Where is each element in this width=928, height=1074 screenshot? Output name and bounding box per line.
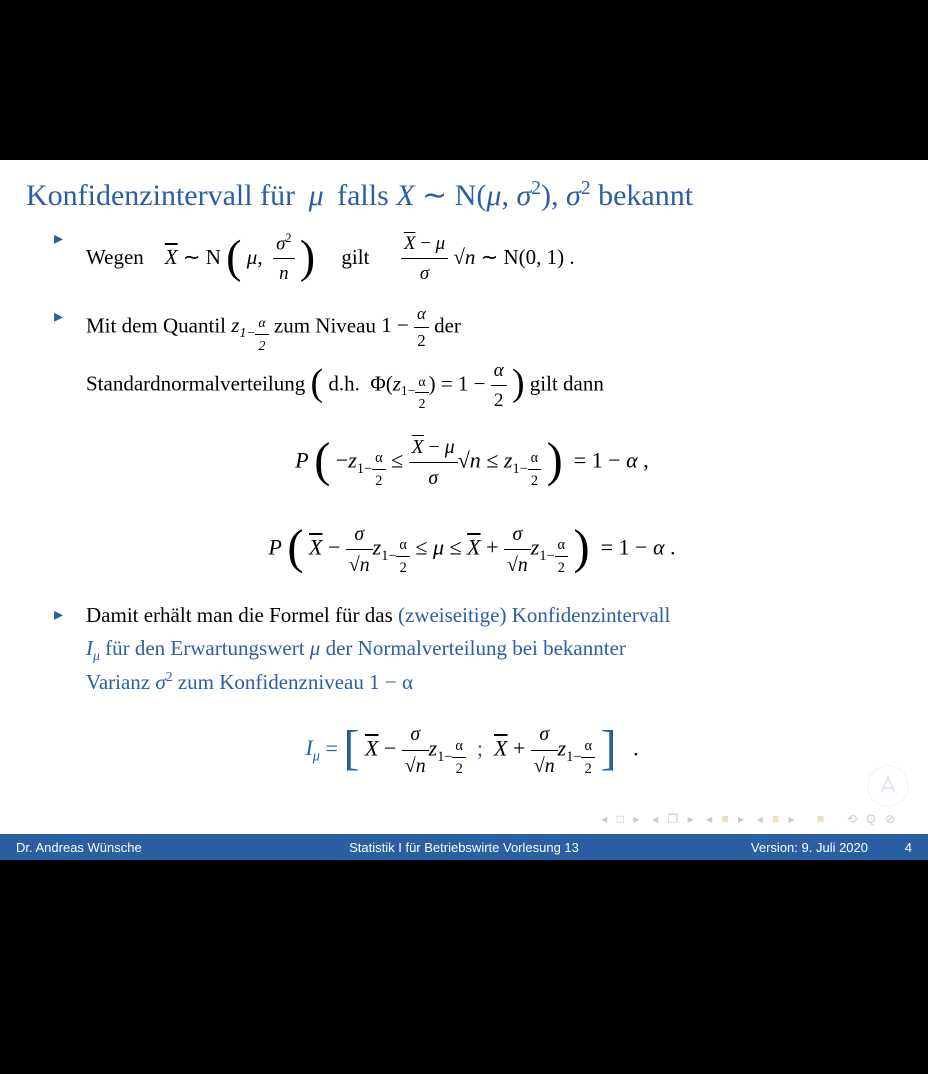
beamer-nav-strip: ◂ □ ▸ ◂ ❐ ▸ ◂ ≡ ▸ ◂ ≡ ▸ ≡ ⟲ Q ⊘ [0, 812, 928, 834]
b1-wegen: Wegen [86, 245, 144, 269]
xbar: X [165, 245, 178, 269]
slide-title: Konfidenzintervall für μ falls X ∼ N(μ, … [0, 160, 928, 219]
slide-content: Wegen X ∼ N ( μ, σ2 n ) gilt X − μ σ [0, 219, 928, 788]
b2-l1b: zum Niveau [274, 313, 381, 337]
b3-mu: μ [310, 636, 321, 660]
nav-fwd-frame-icon[interactable]: ▸ [688, 812, 694, 826]
title-text-1: Konfidenzintervall für [26, 179, 303, 212]
math-line-1: P ( −z1−α2 ≤ X − μ σ √n ≤ z1−α2 ) = 1 − … [46, 425, 898, 500]
b2-dh: d.h. [328, 371, 360, 395]
title-dist: X [396, 179, 414, 212]
nav-fwd-slide-icon[interactable]: ▸ [633, 812, 639, 826]
b3-b2b: für den Erwartungswert [105, 636, 310, 660]
nav-frame-icon[interactable]: ❐ [667, 812, 678, 826]
nav-back-sec-icon[interactable]: ◂ [757, 812, 763, 826]
nav-close-icon[interactable]: ⊘ [885, 812, 895, 826]
b2-l2b: gilt dann [530, 371, 604, 395]
title-text-3: , [551, 179, 566, 212]
footer-bar: Dr. Andreas Wünsche Statistik I für Betr… [0, 834, 928, 860]
b2-l2a: Standardnormalverteilung [86, 371, 311, 395]
b2-l1a: Mit dem Quantil [86, 313, 231, 337]
math-final: Iμ = [ X − σ√nz1−α2 ; X + σ√nz1−α2 ] . [46, 713, 898, 788]
footer-author: Dr. Andreas Wünsche [16, 840, 142, 855]
nav-appendix-icon[interactable]: ≡ [817, 812, 824, 826]
math-line-2: P ( X − σ√nz1−α2 ≤ μ ≤ X + σ√nz1−α2 ) = … [46, 512, 898, 587]
title-text-4: bekannt [598, 179, 693, 212]
b3-sig: σ2 [155, 670, 172, 694]
bullet-3: Damit erhält man die Formel für das (zwe… [46, 599, 898, 698]
b3-b3d: 1 − α [369, 670, 413, 694]
b1-gilt: gilt [341, 245, 369, 269]
nav-back-subsec-icon[interactable]: ◂ [706, 812, 712, 826]
nav-search-icon[interactable]: Q [866, 812, 875, 826]
title-text-2: falls [337, 179, 396, 212]
nav-back-frame-icon[interactable]: ◂ [652, 812, 658, 826]
b3-blue1: (zweiseitige) Konfidenzintervall [398, 603, 670, 627]
nav-sec-icon[interactable]: ≡ [772, 812, 779, 826]
nav-fwd-subsec-icon[interactable]: ▸ [738, 812, 744, 826]
nav-back-slide-icon[interactable]: ◂ [601, 812, 607, 826]
b3-b3c: zum Konfidenzniveau [178, 670, 369, 694]
title-sigma2: σ2 [566, 179, 591, 212]
b3-b3a: Varianz [86, 670, 155, 694]
nav-fwd-sec-icon[interactable]: ▸ [788, 812, 794, 826]
b2-l1c: der [434, 313, 461, 337]
b3-b2d: der Normalverteilung bei bekannter [326, 636, 626, 660]
slide: Konfidenzintervall für μ falls X ∼ N(μ, … [0, 160, 928, 860]
footer-version: Version: 9. Juli 2020 [751, 840, 868, 855]
nav-circlearrow-icon[interactable]: ⟲ [847, 812, 857, 826]
bullet-1: Wegen X ∼ N ( μ, σ2 n ) gilt X − μ σ [46, 223, 898, 295]
footer-page: 4 [905, 840, 912, 855]
nav-slide-icon[interactable]: □ [617, 812, 624, 826]
b3-imu: Iμ [86, 636, 100, 660]
b3-a: Damit erhält man die Formel für das [86, 603, 398, 627]
title-mu: μ [303, 179, 330, 212]
nav-subsec-icon[interactable]: ≡ [722, 812, 729, 826]
university-logo [866, 764, 910, 808]
bullet-2: Mit dem Quantil z1−α2 zum Niveau 1 − α2 … [46, 301, 898, 416]
